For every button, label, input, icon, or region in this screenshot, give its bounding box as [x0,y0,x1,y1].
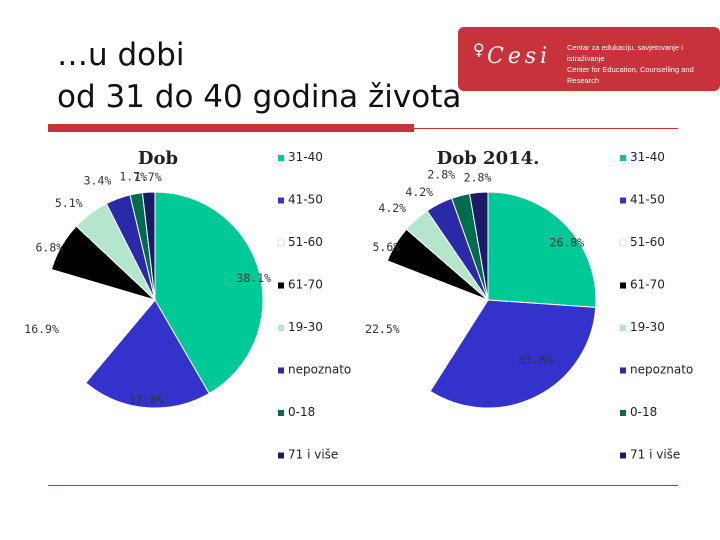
legend-entry: 19-30 [630,320,665,334]
data-label: 26.8% [550,236,585,250]
title-accent-bar [48,124,414,132]
legend-swatch [620,410,626,416]
pie-slice-31-40 [154,191,264,395]
pie-slice-71-i-više [469,191,489,301]
data-label: 17.8% [129,393,164,407]
data-label: 16.9% [24,322,59,336]
slide-title-line2: od 31 do 40 godina života [57,79,462,115]
legend-swatch [278,410,284,416]
legend-swatch [620,452,626,459]
data-label: 5.6% [372,240,400,254]
data-label: 33.8% [518,353,553,367]
legend-entry: nepoznato [288,363,351,377]
legend-entry: 51-60 [630,235,665,249]
pie-chart-dob: Dob 38.1% 17.8% 16.9% 6.8% 5.1%3.4% 1.7%1.7% 31… [24,148,351,462]
data-label: 6.8% [35,240,63,254]
pie-slice-51-60 [379,260,489,392]
logo-text: Centar za edukaciju, savjetovanje i istr… [567,42,719,86]
footer-divider [48,485,678,486]
logo-brand: Cesi [487,44,552,69]
logo-mark: ♀ Cesi [469,38,559,78]
legend-entry: 61-70 [288,278,323,292]
legend-entry: 61-70 [630,278,665,292]
logo-line-en: Center for Education, Counselling and Re… [567,65,694,85]
legend-swatch [620,325,626,331]
legend-swatch [620,155,626,161]
data-label: 4.2% [405,185,433,199]
data-label: 4.2% [378,201,406,215]
data-label: 5.1% [55,196,83,210]
data-label: 2.8% [464,170,492,184]
logo-line-hr: Centar za edukaciju, savjetovanje i istr… [567,43,683,63]
legend-swatch [278,155,284,161]
legend-entry: 41-50 [630,193,665,207]
legend-entry: 0-18 [288,405,315,419]
legend-swatch [278,452,284,459]
legend-swatch [278,197,284,204]
data-label: 38.1% [236,271,271,285]
logo-figure-icon: ♀ [473,40,485,59]
legend-swatch [278,282,284,289]
legend-entry: 41-50 [288,193,323,207]
legend-entry: 0-18 [630,405,657,419]
data-label: 3.4% [84,173,112,187]
data-label: 22.5% [365,322,400,336]
legend-entry: 31-40 [630,150,665,164]
chart-title: Dob [138,148,178,169]
legend-entry: 71 i više [288,448,338,462]
pie-slice-31-40 [487,191,597,308]
legend-swatch [619,239,627,247]
pie-slice-71-i-više [141,191,156,301]
pie-slice-41-50 [429,299,597,409]
legend-entry: 51-60 [288,235,323,249]
legend-swatch [620,282,626,289]
legend-swatch [278,367,284,374]
legend-entry: nepoznato [630,363,693,377]
legend-swatch [278,325,284,331]
pie-slice-51-60 [46,268,156,384]
slide-title-line1: …u dobi [57,37,185,73]
data-label: 1.7% [119,170,147,184]
cesi-logo: ♀ Cesi Centar za edukaciju, savjetovanje… [458,27,720,91]
pie-chart-dob-2014: Dob 2014. 26.8% 33.8% 22.5% 5.6% 4.2% 4.2% 2.8%… [365,148,693,462]
legend-entry: 71 i više [630,448,680,462]
slide-title: …u dobi od 31 do 40 godina života [57,34,461,118]
data-label: 1.7% [134,170,162,184]
legend-entry: 19-30 [288,320,323,334]
legend-swatch [620,197,626,204]
legend-entry: 31-40 [288,150,323,164]
data-label: 2.8% [427,168,455,182]
legend-swatch [277,239,285,247]
legend-swatch [620,367,626,374]
pie-slice-41-50 [84,299,210,409]
chart-title: Dob 2014. [437,148,540,169]
